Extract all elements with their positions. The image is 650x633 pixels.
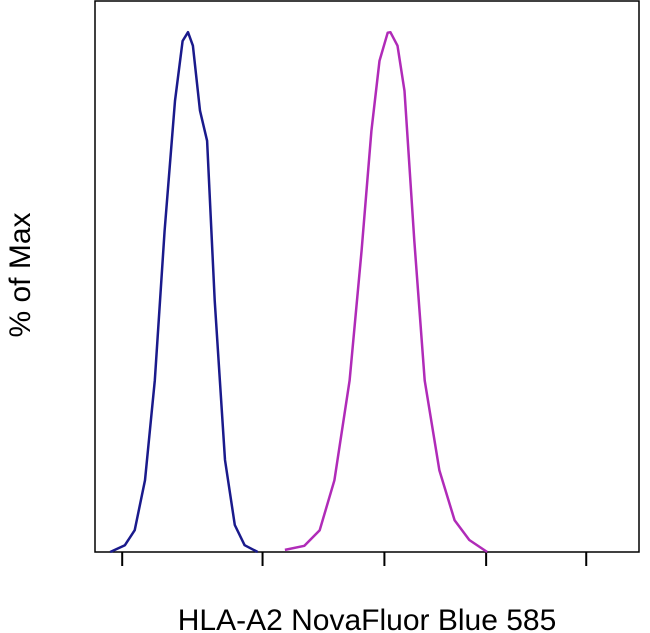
x-axis-label: HLA-A2 NovaFluor Blue 585 (178, 604, 557, 633)
histogram-line (109, 30, 259, 554)
plot-frame (94, 0, 640, 553)
y-axis-label: % of Max (4, 212, 37, 337)
histogram-line (284, 30, 488, 554)
